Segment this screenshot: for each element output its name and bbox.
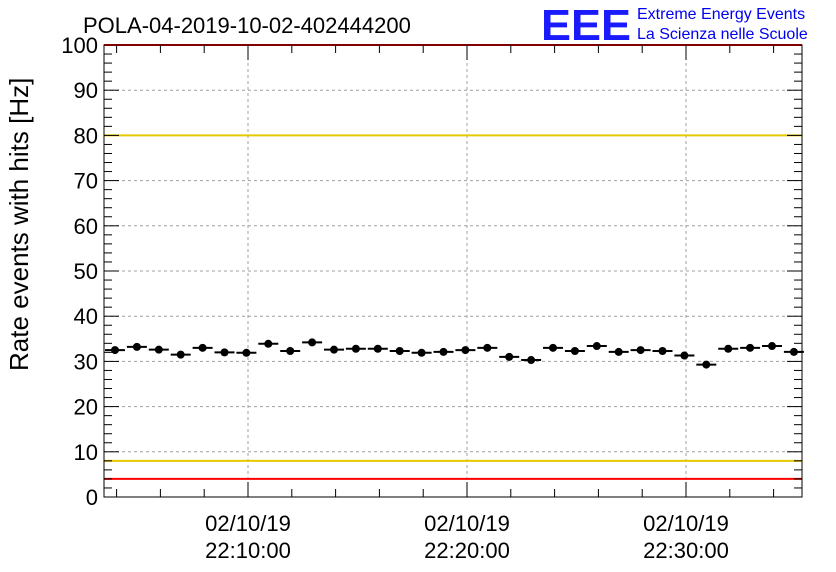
data-point [286, 347, 295, 356]
y-tick-label: 60 [74, 214, 98, 239]
x-tick-time: 22:30:00 [643, 538, 729, 563]
x-tick-date: 02/10/19 [643, 511, 729, 536]
y-tick-label: 100 [61, 33, 98, 58]
data-point [570, 347, 579, 356]
data-point [483, 343, 492, 352]
x-tick-time: 22:20:00 [424, 538, 510, 563]
data-point [636, 346, 645, 355]
y-tick-label: 50 [74, 259, 98, 284]
data-point [505, 352, 514, 361]
data-point [439, 347, 448, 356]
data-point [527, 356, 536, 365]
data-point [592, 342, 601, 351]
reference-lines [104, 44, 802, 480]
data-point [176, 350, 185, 359]
x-tick-date: 02/10/19 [205, 511, 291, 536]
grid [104, 45, 802, 497]
data-point [658, 347, 667, 356]
data-points [105, 338, 804, 369]
data-point [789, 347, 798, 356]
data-point [264, 339, 273, 348]
data-point [154, 345, 163, 354]
data-point [614, 347, 623, 356]
y-tick-label: 90 [74, 78, 98, 103]
y-axis-label: Rate events with hits [Hz] [4, 78, 34, 371]
data-point [351, 344, 360, 353]
data-point [220, 348, 229, 357]
x-tick-time: 22:10:00 [205, 538, 291, 563]
y-tick-label: 10 [74, 440, 98, 465]
x-tick-labels: 02/10/1922:10:0002/10/1922:20:0002/10/19… [205, 511, 729, 563]
data-point [132, 342, 141, 351]
x-tick-date: 02/10/19 [424, 511, 510, 536]
axis-ticks [104, 44, 802, 498]
y-tick-label: 30 [74, 349, 98, 374]
data-point [702, 360, 711, 369]
y-tick-label: 40 [74, 304, 98, 329]
data-point [417, 348, 426, 357]
chart-title: POLA-04-2019-10-02-402444200 [83, 13, 411, 38]
y-tick-labels: 0 10 20 30 40 50 60 70 80 90 100 [61, 33, 98, 510]
data-point [724, 344, 733, 353]
y-tick-label: 70 [74, 169, 98, 194]
data-point [308, 338, 317, 347]
data-point [549, 343, 557, 352]
data-point [680, 351, 689, 360]
data-point [746, 343, 755, 352]
data-point [768, 342, 776, 351]
y-tick-label: 20 [74, 395, 98, 420]
data-point [330, 345, 338, 354]
data-point [111, 346, 119, 355]
y-tick-label: 0 [86, 485, 98, 510]
data-point [395, 347, 404, 356]
y-tick-label: 80 [74, 123, 98, 148]
data-point [198, 343, 207, 352]
logo-line2: La Scienza nelle Scuole [637, 26, 808, 43]
data-point [373, 344, 382, 353]
data-point [461, 346, 470, 355]
data-point [242, 348, 251, 357]
logo-line1: Extreme Energy Events [637, 6, 805, 23]
eee-logo: EEE Extreme Energy Events La Scienza nel… [541, 1, 808, 50]
logo-letters: EEE [541, 1, 631, 50]
